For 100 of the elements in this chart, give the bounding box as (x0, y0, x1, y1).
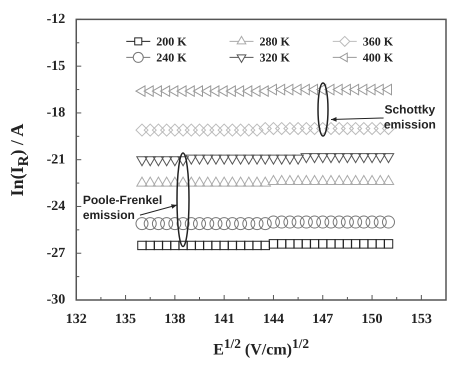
point (260, 240, 270, 250)
point (268, 175, 280, 186)
point (218, 124, 231, 137)
point (218, 217, 231, 230)
point (308, 122, 322, 136)
point (317, 175, 328, 186)
point (136, 176, 148, 187)
point (243, 176, 255, 187)
point (226, 124, 239, 137)
point (310, 239, 320, 249)
point (176, 217, 190, 230)
point (258, 217, 272, 230)
point (308, 175, 320, 186)
legend-label: 320 K (260, 50, 291, 64)
point (184, 124, 198, 137)
point (234, 85, 244, 97)
point (137, 240, 147, 250)
x-tick-label: 150 (362, 312, 383, 328)
y-tick-label: -15 (46, 58, 66, 74)
point (234, 217, 248, 230)
point (308, 84, 318, 96)
point (178, 240, 188, 250)
point (357, 122, 370, 136)
point (218, 85, 228, 97)
point (242, 217, 256, 230)
point (349, 122, 362, 136)
point (251, 176, 263, 187)
legend-label: 200 K (156, 34, 188, 48)
point (266, 122, 280, 136)
point (285, 239, 295, 249)
point (374, 84, 384, 96)
point (194, 240, 204, 250)
point (374, 175, 386, 186)
point (176, 85, 187, 97)
point (169, 176, 181, 187)
point (324, 216, 338, 229)
point (144, 124, 157, 137)
point (193, 217, 206, 230)
point (276, 175, 288, 186)
point (324, 122, 338, 136)
point (234, 124, 248, 137)
point (152, 176, 164, 187)
point (349, 216, 362, 229)
point (384, 239, 394, 249)
point (250, 124, 264, 137)
point (300, 122, 313, 136)
point (234, 176, 246, 187)
point (144, 217, 157, 230)
point (366, 84, 376, 96)
x-axis-title: E$^{1/2}$ (V/cm)$^{1/2}$ (213, 336, 310, 360)
point (194, 176, 206, 187)
point (293, 239, 303, 249)
point (366, 175, 378, 186)
point (193, 85, 204, 97)
x-tick-label: 147 (312, 312, 334, 328)
point (300, 175, 312, 186)
point (168, 85, 178, 97)
point (300, 84, 310, 96)
x-tick-label: 138 (164, 312, 186, 328)
point (350, 239, 360, 249)
legend-label: 360 K (362, 34, 394, 48)
point (275, 216, 288, 229)
point (292, 84, 302, 96)
point (135, 124, 148, 137)
point (333, 175, 345, 186)
point (283, 84, 294, 96)
point (202, 176, 214, 187)
point (366, 216, 379, 229)
point (382, 84, 392, 96)
point (302, 239, 312, 249)
point (186, 240, 196, 250)
point (292, 122, 305, 136)
point (201, 217, 214, 230)
point (152, 217, 165, 230)
point (242, 85, 252, 97)
point (250, 217, 264, 230)
point (250, 85, 261, 97)
point (340, 216, 354, 229)
point (332, 216, 346, 229)
point (325, 175, 337, 186)
point (292, 216, 305, 229)
point (260, 176, 271, 187)
point (342, 239, 352, 249)
point (308, 216, 322, 229)
y-tick-label: -27 (46, 246, 66, 261)
point (316, 122, 330, 136)
point (350, 175, 362, 186)
point (349, 84, 360, 96)
point (184, 85, 195, 97)
legend-label: 280 K (260, 34, 291, 48)
point (160, 85, 170, 97)
point (209, 124, 222, 137)
point (135, 217, 148, 230)
point (357, 216, 370, 229)
point (266, 84, 277, 96)
point (258, 85, 269, 97)
point (275, 122, 288, 136)
annotation: Schottky emission (384, 102, 436, 132)
point (219, 240, 229, 250)
point (334, 239, 344, 249)
